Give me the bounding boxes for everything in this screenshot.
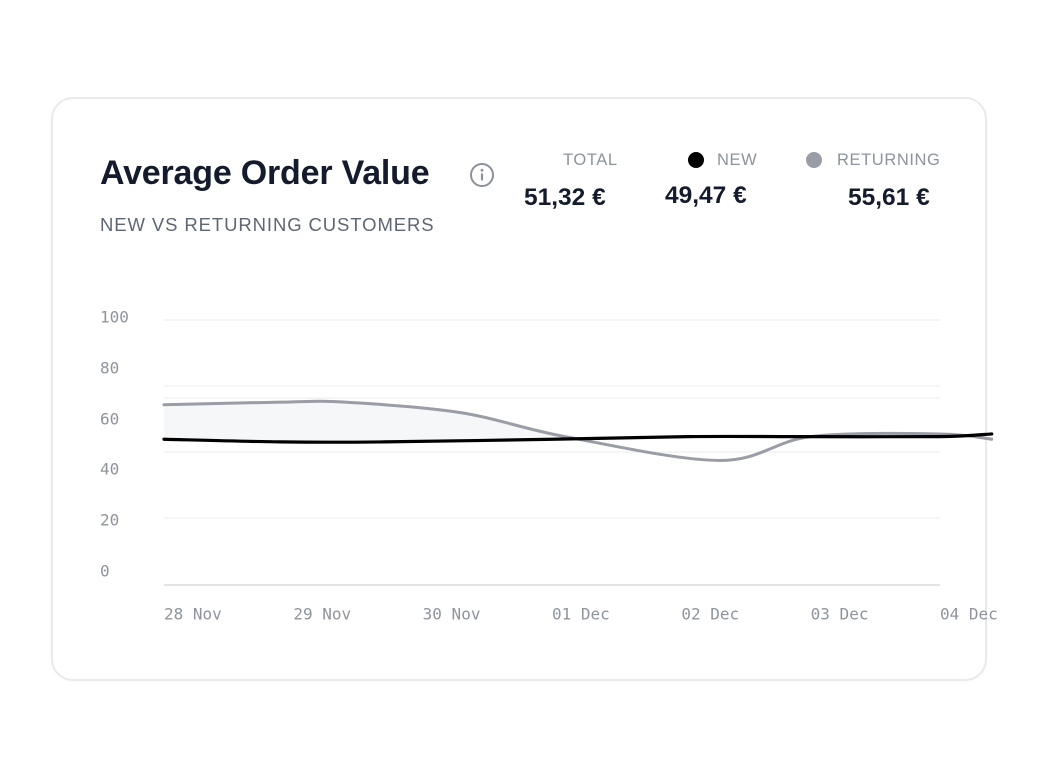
x-tick-01-dec: 01 Dec xyxy=(552,605,610,624)
total-label: TOTAL xyxy=(563,151,618,169)
y-tick-60: 60 xyxy=(100,410,119,429)
y-tick-40: 40 xyxy=(100,460,119,479)
series-new-line xyxy=(162,432,994,444)
y-tick-100: 100 xyxy=(100,308,129,327)
new-value: 49,47 € xyxy=(665,182,747,209)
x-tick-29-nov: 29 Nov xyxy=(293,605,351,624)
series-returning-line xyxy=(162,399,994,462)
returning-value: 55,61 € xyxy=(848,184,930,211)
x-tick-02-dec: 02 Dec xyxy=(681,605,739,624)
x-tick-30-nov: 30 Nov xyxy=(423,605,481,624)
x-tick-03-dec: 03 Dec xyxy=(811,605,869,624)
legend-new-dot xyxy=(688,152,704,168)
legend-returning-dot xyxy=(806,152,822,168)
total-value: 51,32 € xyxy=(524,184,606,211)
chart-card xyxy=(51,97,987,681)
info-icon[interactable] xyxy=(469,162,495,188)
returning-band xyxy=(164,401,565,443)
chart-title: Average Order Value xyxy=(100,154,430,192)
y-tick-80: 80 xyxy=(100,359,119,378)
x-tick-04-dec: 04 Dec xyxy=(940,605,998,624)
legend-new-label: NEW xyxy=(717,151,758,169)
x-tick-28-nov: 28 Nov xyxy=(164,605,222,624)
chart-subtitle: NEW VS RETURNING CUSTOMERS xyxy=(100,214,435,235)
y-tick-20: 20 xyxy=(100,511,119,530)
legend-returning-label: RETURNING xyxy=(837,151,941,169)
y-tick-0: 0 xyxy=(100,562,110,581)
